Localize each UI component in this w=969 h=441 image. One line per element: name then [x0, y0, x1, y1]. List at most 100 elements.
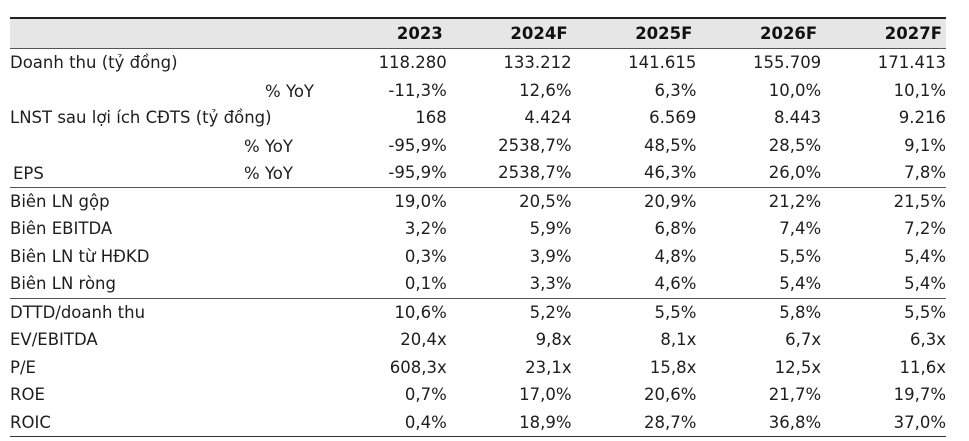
header-year: 2024F — [446, 18, 572, 49]
row-label: LNST sau lợi ích CĐTS (tỷ đồng) — [10, 108, 272, 128]
cell-value: 6,3% — [654, 80, 697, 100]
cell-value: 5,5% — [571, 297, 697, 326]
row-label: Biên LN gộp — [10, 186, 322, 215]
row-label: Biên LN ròng — [10, 274, 116, 294]
table-row: Biên EBITDA 3,2% 5,9% 6,8% 7,4% 7,2% — [10, 215, 946, 243]
cell-value: 37,0% — [821, 408, 946, 437]
cell-value: 0,4% — [322, 408, 447, 437]
row-label: % YoY — [265, 81, 314, 101]
cell-value: 4.424 — [524, 108, 572, 128]
cell-value: 8,1x — [660, 330, 697, 350]
cell-value: 0,3% — [404, 246, 447, 266]
cell-value: 19,7% — [893, 385, 946, 405]
cell-value: 0,7% — [404, 385, 447, 405]
row-label: ROIC — [10, 408, 322, 437]
row-label: Doanh thu (tỷ đồng) — [10, 53, 178, 73]
table-row: ROIC 0,4% 18,9% 28,7% 36,8% 37,0% — [10, 408, 946, 437]
cell-value: 28,7% — [571, 408, 697, 437]
header-label — [10, 18, 322, 49]
header-year: 2026F — [696, 18, 822, 49]
cell-value: 18,9% — [446, 408, 572, 437]
row-sublabel: % YoY — [244, 164, 293, 183]
cell-value: 5,9% — [529, 219, 572, 239]
cell-value: 4,6% — [654, 274, 697, 294]
cell-value: 21,2% — [696, 186, 822, 215]
row-label: P/E — [10, 357, 36, 377]
table-row: Biên LN từ HĐKD 0,3% 3,9% 4,8% 5,5% 5,4% — [10, 243, 946, 271]
row-label: % YoY — [244, 136, 293, 156]
cell-value: -11,3% — [388, 80, 447, 100]
cell-value: 7,2% — [904, 219, 946, 239]
cell-value: 9,8x — [535, 330, 572, 350]
row-label: ROE — [10, 385, 45, 405]
cell-value: 3,9% — [529, 246, 572, 266]
header-year: 2023 — [322, 18, 447, 49]
cell-value: 2538,7% — [498, 135, 572, 155]
cell-value: 4,8% — [654, 246, 697, 266]
cell-value: 5,4% — [779, 274, 822, 294]
cell-value: 28,5% — [768, 135, 822, 155]
cell-value: 6.569 — [649, 108, 697, 128]
cell-value: 17,0% — [519, 385, 572, 405]
cell-value: 3,3% — [529, 274, 572, 294]
table-row: % YoY -95,9% 2538,7% 48,5% 28,5% 9,1% — [10, 132, 946, 160]
cell-value: 5,8% — [696, 297, 822, 326]
cell-value: 6,7x — [785, 330, 822, 350]
financial-forecast-table: 2023 2024F 2025F 2026F 2027F Doanh thu (… — [10, 17, 946, 437]
cell-value: 133.212 — [503, 53, 572, 73]
cell-value: 20,4x — [400, 330, 447, 350]
cell-value: 9,1% — [904, 135, 946, 155]
cell-value: 11,6x — [899, 357, 946, 377]
cell-value: 7,8% — [904, 163, 946, 183]
cell-value: 608,3x — [389, 357, 447, 377]
cell-value: 23,1x — [525, 357, 572, 377]
table-row: % YoY -11,3% 12,6% 6,3% 10,0% 10,1% — [10, 77, 946, 105]
table-row: Doanh thu (tỷ đồng) 118.280 133.212 141.… — [10, 49, 946, 77]
cell-value: 5,2% — [446, 297, 572, 326]
cell-value: 0,1% — [404, 274, 447, 294]
cell-value: 155.709 — [752, 53, 822, 73]
row-label: Biên EBITDA — [10, 219, 113, 239]
cell-value: 6,8% — [654, 219, 697, 239]
table-row: EV/EBITDA 20,4x 9,8x 8,1x 6,7x 6,3x — [10, 326, 946, 354]
table-row: Biên LN gộp 19,0% 20,5% 20,9% 21,2% 21,5… — [10, 186, 946, 215]
table-row: P/E 608,3x 23,1x 15,8x 12,5x 11,6x — [10, 354, 946, 382]
table-row: EPS % YoY -95,9% 2538,7% 46,3% 26,0% 7,8… — [10, 159, 946, 187]
cell-value: 5,5% — [821, 297, 946, 326]
cell-value: 20,9% — [571, 186, 697, 215]
cell-value: 36,8% — [696, 408, 822, 437]
cell-value: 10,0% — [768, 80, 822, 100]
cell-value: 118.280 — [378, 53, 447, 73]
cell-value: 9.216 — [898, 108, 946, 128]
cell-value: 8.443 — [773, 108, 822, 128]
cell-value: 5,4% — [904, 246, 946, 266]
cell-value: 21,5% — [821, 186, 946, 215]
table-row: Biên LN ròng 0,1% 3,3% 4,6% 5,4% 5,4% — [10, 270, 946, 298]
row-label: Biên LN từ HĐKD — [10, 246, 150, 266]
cell-value: 2538,7% — [498, 163, 572, 183]
row-label: DTTD/doanh thu — [10, 297, 322, 326]
cell-value: 5,5% — [779, 246, 822, 266]
cell-value: 10,1% — [893, 80, 946, 100]
cell-value: 6,3x — [909, 330, 946, 350]
table-row: DTTD/doanh thu 10,6% 5,2% 5,5% 5,8% 5,5% — [10, 297, 946, 326]
cell-value: 15,8x — [649, 357, 697, 377]
cell-value: 171.413 — [877, 53, 946, 73]
cell-value: 19,0% — [322, 186, 447, 215]
row-label: EPS — [13, 164, 44, 183]
table-header-row: 2023 2024F 2025F 2026F 2027F — [10, 18, 946, 49]
cell-value: 46,3% — [643, 163, 697, 183]
header-year: 2027F — [821, 18, 946, 49]
cell-value: 21,7% — [768, 385, 822, 405]
cell-value: 26,0% — [768, 163, 822, 183]
cell-value: -95,9% — [388, 135, 447, 155]
cell-value: 12,6% — [519, 80, 572, 100]
cell-value: 3,2% — [404, 219, 447, 239]
cell-value: 141.615 — [628, 53, 697, 73]
cell-value: 48,5% — [643, 135, 697, 155]
cell-value: 20,5% — [446, 186, 572, 215]
header-year: 2025F — [571, 18, 697, 49]
table-row: ROE 0,7% 17,0% 20,6% 21,7% 19,7% — [10, 381, 946, 409]
cell-value: 7,4% — [779, 219, 822, 239]
row-label: EV/EBITDA — [10, 330, 98, 350]
